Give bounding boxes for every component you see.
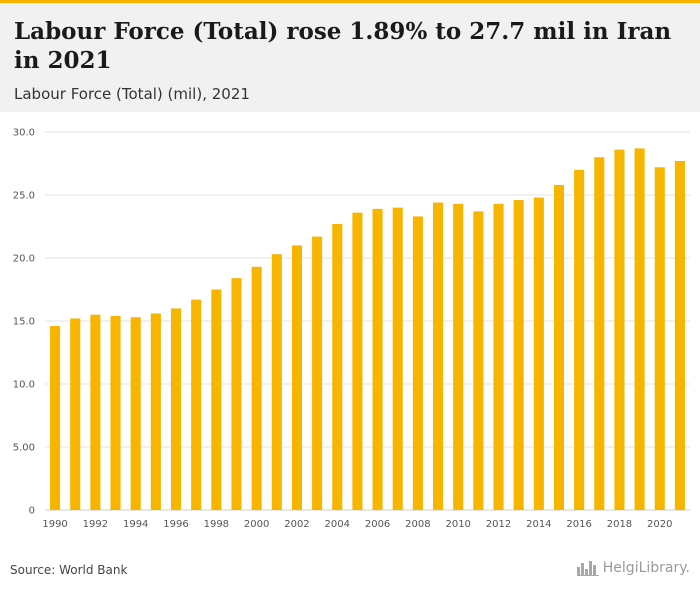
bar-1994 bbox=[130, 317, 141, 510]
y-tick-label: 25.0 bbox=[13, 191, 35, 202]
bar-1993 bbox=[110, 315, 121, 510]
x-tick-label: 2010 bbox=[445, 519, 470, 530]
bar-2002 bbox=[291, 245, 302, 510]
bar-2005 bbox=[352, 212, 363, 510]
chart-title: Labour Force (Total) rose 1.89% to 27.7 … bbox=[14, 18, 672, 74]
source-note: Source: World Bank bbox=[10, 563, 128, 577]
bar-2010 bbox=[453, 203, 464, 510]
bar-2004 bbox=[332, 223, 343, 510]
bar-2014 bbox=[533, 197, 544, 510]
bar-2015 bbox=[553, 184, 565, 511]
bar-2021 bbox=[674, 160, 685, 511]
y-tick-label: 10.0 bbox=[13, 380, 35, 391]
bar-1997 bbox=[191, 299, 202, 510]
bar-2018 bbox=[614, 149, 625, 510]
bar-2019 bbox=[634, 148, 645, 510]
bar-2003 bbox=[312, 236, 323, 510]
y-tick-label: 5.00 bbox=[13, 443, 35, 454]
x-tick-label: 2020 bbox=[647, 519, 672, 530]
x-tick-label: 1994 bbox=[123, 519, 148, 530]
y-tick-label: 15.0 bbox=[13, 317, 35, 328]
x-tick-label: 2004 bbox=[325, 519, 350, 530]
bar-1998 bbox=[211, 289, 222, 510]
bar-1996 bbox=[170, 308, 182, 510]
x-tick-label: 1992 bbox=[83, 519, 108, 530]
bar-1999 bbox=[231, 278, 242, 510]
bar-2009 bbox=[433, 202, 444, 510]
bar-2011 bbox=[473, 211, 484, 510]
bar-2007 bbox=[392, 207, 403, 510]
bar-2016 bbox=[574, 169, 585, 511]
x-tick-label: 2014 bbox=[526, 519, 551, 530]
y-tick-label: 30.0 bbox=[13, 128, 35, 139]
x-tick-label: 1996 bbox=[163, 519, 188, 530]
bar-1995 bbox=[150, 313, 161, 510]
bar-2001 bbox=[271, 254, 282, 510]
x-tick-label: 1990 bbox=[42, 519, 67, 530]
x-tick-label: 2012 bbox=[486, 519, 511, 530]
bars bbox=[50, 148, 685, 511]
logo-text: HelgiLibrary. bbox=[602, 560, 690, 576]
city-skyline-icon bbox=[576, 560, 599, 576]
bar-2006 bbox=[372, 208, 383, 511]
x-tick-label: 2006 bbox=[365, 519, 390, 530]
bar-2000 bbox=[251, 266, 262, 510]
y-tick-label: 0 bbox=[29, 506, 35, 517]
x-tick-label: 2016 bbox=[566, 519, 591, 530]
x-tick-label: 2002 bbox=[284, 519, 309, 530]
bar-1992 bbox=[90, 314, 101, 510]
bar-2012 bbox=[493, 203, 504, 510]
chart-subtitle: Labour Force (Total) (mil), 2021 bbox=[14, 85, 250, 103]
x-tick-label: 1998 bbox=[204, 519, 229, 530]
x-axis-labels: 1990 1992 1994 1996 1998 2000 2002 2004 2006 2008… bbox=[42, 519, 672, 530]
bar-1990 bbox=[50, 326, 61, 510]
y-tick-label: 20.0 bbox=[13, 254, 35, 265]
x-tick-label: 2000 bbox=[244, 519, 269, 530]
bar-2017 bbox=[594, 157, 605, 510]
helgi-library-logo: HelgiLibrary. bbox=[576, 560, 690, 576]
bar-2008 bbox=[412, 216, 423, 511]
y-axis-labels: 0 5.00 10.0 15.0 20.0 25.0 30.0 bbox=[13, 128, 35, 517]
bar-2013 bbox=[513, 200, 524, 510]
gridlines bbox=[45, 131, 690, 511]
bar-1991 bbox=[70, 318, 81, 510]
x-tick-label: 2018 bbox=[607, 519, 632, 530]
chart-header: Labour Force (Total) rose 1.89% to 27.7 … bbox=[0, 0, 700, 112]
bar-2020 bbox=[654, 167, 665, 510]
x-tick-label: 2008 bbox=[405, 519, 430, 530]
